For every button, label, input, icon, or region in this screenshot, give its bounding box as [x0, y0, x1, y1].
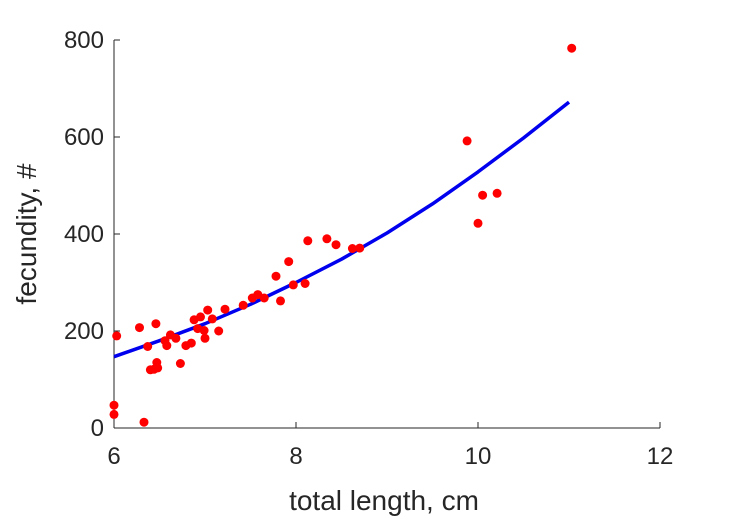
- data-point: [186, 338, 196, 348]
- y-tick-label: 0: [91, 415, 104, 442]
- data-point: [112, 331, 122, 341]
- data-point: [492, 188, 502, 198]
- data-point: [355, 243, 365, 253]
- data-point: [473, 218, 483, 228]
- data-point: [567, 43, 577, 53]
- fit-curve: [113, 100, 571, 359]
- x-tick-label: 6: [107, 443, 120, 470]
- data-point: [200, 333, 210, 343]
- data-point: [203, 305, 213, 315]
- data-point: [162, 341, 172, 351]
- data-point: [109, 400, 119, 410]
- axes: 6 8 10 12 0 200 400 600 800: [64, 27, 673, 470]
- x-tick-label: 10: [465, 443, 492, 470]
- y-tick-label: 800: [64, 27, 104, 54]
- axis-labels: total length, cm fecundity, #: [11, 163, 479, 516]
- data-points: [109, 43, 577, 427]
- data-point: [303, 236, 313, 246]
- data-point: [331, 240, 341, 250]
- data-point: [322, 234, 332, 244]
- data-point: [135, 323, 144, 333]
- data-point: [478, 190, 488, 200]
- data-point: [207, 314, 217, 324]
- data-point: [175, 359, 185, 368]
- data-point: [109, 409, 119, 419]
- y-axis-label: fecundity, #: [11, 163, 42, 305]
- data-point: [347, 244, 357, 253]
- data-point: [196, 312, 205, 322]
- data-point: [199, 326, 209, 335]
- fit-curve-group: [113, 100, 571, 359]
- data-point: [143, 342, 153, 351]
- data-point: [220, 304, 230, 314]
- y-tick-label: 600: [64, 124, 104, 151]
- x-tick-label: 8: [289, 443, 302, 470]
- data-point: [259, 293, 269, 303]
- data-point: [139, 417, 149, 427]
- data-point: [171, 333, 181, 343]
- data-point: [288, 280, 298, 290]
- data-point: [214, 326, 224, 336]
- data-point: [238, 300, 248, 310]
- x-axis-label: total length, cm: [289, 485, 479, 516]
- y-tick-label: 200: [64, 318, 104, 345]
- x-tick-label: 12: [647, 443, 674, 470]
- data-point: [271, 271, 281, 281]
- data-point: [153, 363, 163, 373]
- y-tick-label: 400: [64, 221, 104, 248]
- data-point: [300, 279, 310, 288]
- data-point: [151, 319, 161, 329]
- data-point: [462, 136, 472, 146]
- data-point: [276, 296, 285, 306]
- data-point: [284, 257, 294, 267]
